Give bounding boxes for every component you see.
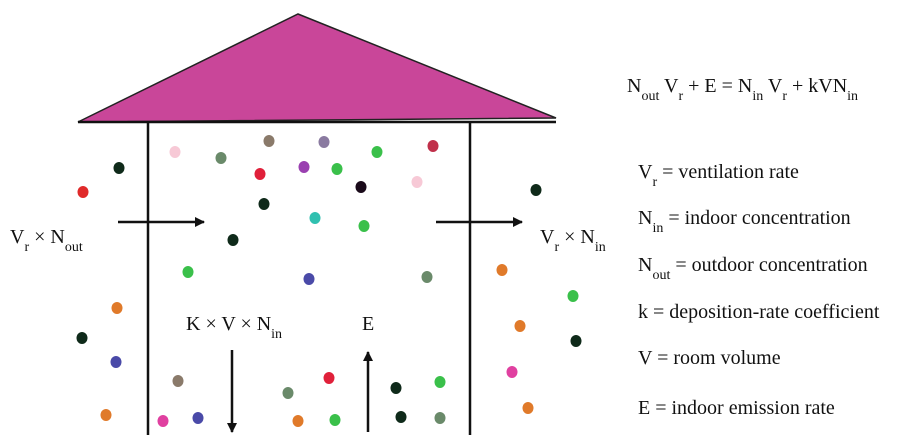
subscript: out <box>65 240 83 255</box>
subscript: in <box>652 221 663 236</box>
particle <box>329 414 341 426</box>
particle <box>258 198 270 210</box>
emission-label: E <box>362 313 374 335</box>
subscript: in <box>595 240 606 255</box>
particle <box>157 415 169 427</box>
particle <box>427 140 439 152</box>
legend-item: Nin = indoor concentration <box>638 207 851 236</box>
particle <box>496 264 508 276</box>
legend-item: Vr = ventilation rate <box>638 161 799 190</box>
subscript: r <box>24 240 29 255</box>
particle <box>100 409 112 421</box>
particle <box>514 320 526 332</box>
particle <box>192 412 204 424</box>
subscript: r <box>652 175 657 190</box>
walls <box>78 120 556 435</box>
text-segment: V <box>638 161 653 183</box>
text-segment: = indoor concentration <box>663 207 850 229</box>
particle <box>298 161 310 173</box>
text-segment: = outdoor concentration <box>670 254 867 276</box>
particle <box>411 176 423 188</box>
legend-item: E = indoor emission rate <box>638 397 835 419</box>
subscript: out <box>652 268 670 283</box>
particle <box>77 186 89 198</box>
particle <box>169 146 181 158</box>
particle <box>182 266 194 278</box>
text-segment: V <box>763 75 783 97</box>
text-segment: × N <box>29 226 65 248</box>
particle <box>421 271 433 283</box>
inflow-label: Vr × Nout <box>10 226 83 255</box>
legend-item: Nout = outdoor concentration <box>638 254 868 283</box>
particle <box>567 290 579 302</box>
subscript: in <box>752 89 763 104</box>
particles <box>76 135 582 427</box>
particle <box>506 366 518 378</box>
particle <box>111 302 123 314</box>
particle <box>263 135 275 147</box>
particle <box>390 382 402 394</box>
subscript: in <box>847 89 858 104</box>
text-segment: N <box>638 207 652 229</box>
legend: Vr = ventilation rate Nin = indoor concen… <box>638 161 880 419</box>
particle <box>292 415 304 427</box>
particle <box>371 146 383 158</box>
text-segment: + E = N <box>683 75 752 97</box>
text-segment: = ventilation rate <box>657 161 799 183</box>
particle <box>172 375 184 387</box>
outflow-label: Vr × Nin <box>540 226 606 255</box>
subscript: out <box>641 89 659 104</box>
particle <box>227 234 239 246</box>
particle <box>215 152 227 164</box>
particle <box>323 372 335 384</box>
equation: Nout Vr + E = Nin Vr + kVNin <box>627 75 858 104</box>
particle <box>254 168 266 180</box>
text-segment: V <box>659 75 679 97</box>
text-segment: + kVN <box>787 75 847 97</box>
text-segment: V <box>10 226 25 248</box>
text-segment: N <box>638 254 652 276</box>
text-segment: N <box>627 75 641 97</box>
text-segment: E <box>362 313 374 335</box>
subscript: r <box>554 240 559 255</box>
particle <box>434 376 446 388</box>
particle <box>76 332 88 344</box>
text-segment: V <box>540 226 555 248</box>
text-segment: k = deposition-rate coefficient <box>638 301 880 323</box>
text-segment: V = room volume <box>638 347 781 369</box>
particle <box>309 212 321 224</box>
particle <box>530 184 542 196</box>
particle <box>318 136 330 148</box>
subscript: in <box>271 327 282 342</box>
particle <box>395 411 407 423</box>
particle <box>331 163 343 175</box>
particle <box>110 356 122 368</box>
text-segment: E = indoor emission rate <box>638 397 835 419</box>
particle <box>282 387 294 399</box>
particle <box>113 162 125 174</box>
particle <box>570 335 582 347</box>
text-segment: K × V × N <box>186 313 271 335</box>
particle <box>355 181 367 193</box>
deposition-label: K × V × Nin <box>186 313 282 342</box>
subscript: r <box>678 89 683 104</box>
roof <box>77 13 557 123</box>
particle <box>358 220 370 232</box>
particle <box>434 412 446 424</box>
text-segment: × N <box>559 226 595 248</box>
legend-item: k = deposition-rate coefficient <box>638 301 880 323</box>
legend-item: V = room volume <box>638 347 781 369</box>
particle <box>303 273 315 285</box>
subscript: r <box>782 89 787 104</box>
particle <box>522 402 534 414</box>
